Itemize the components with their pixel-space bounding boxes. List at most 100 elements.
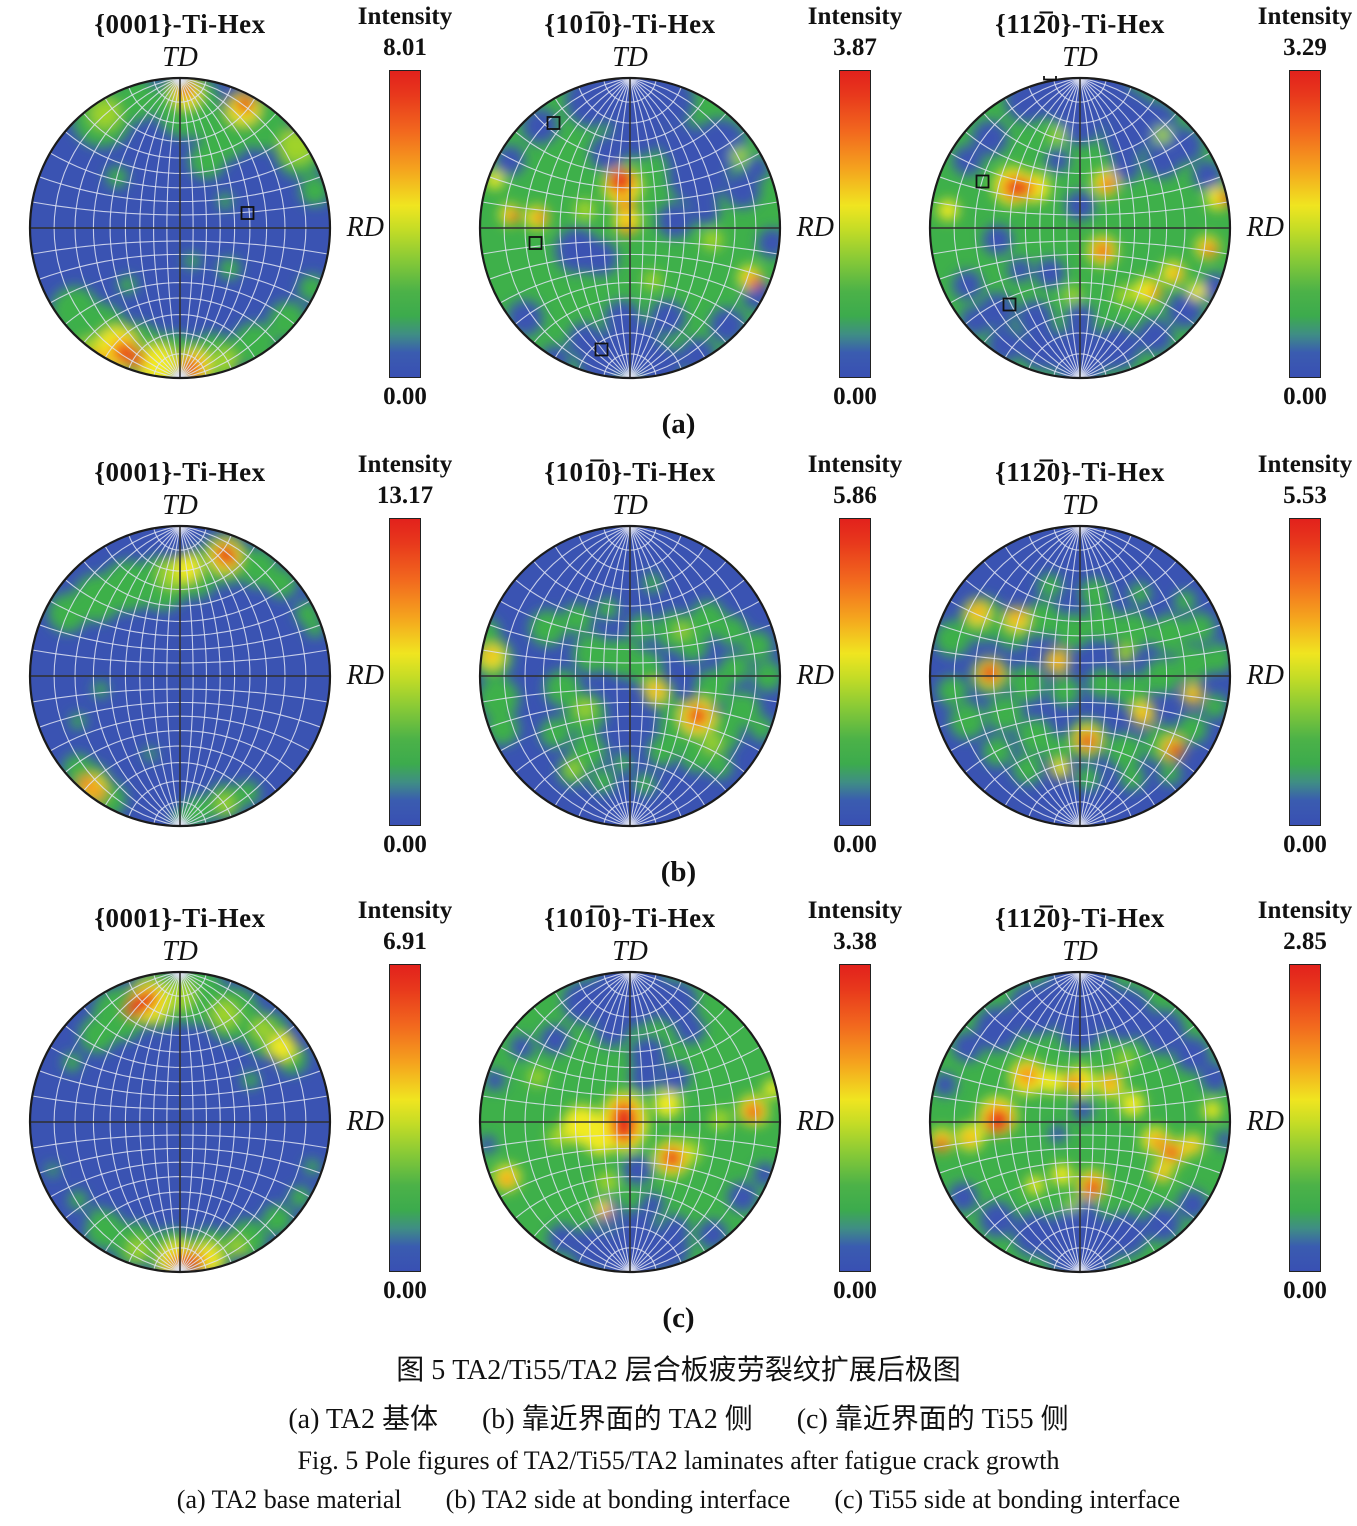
colorbar-max-value: 5.53 bbox=[1283, 482, 1327, 509]
row-label-c: (c) bbox=[662, 1302, 695, 1334]
pole-figure-area: RD bbox=[478, 524, 834, 828]
colorbar-gradient bbox=[1289, 70, 1321, 378]
pole-figure-block: {112̅0}-Ti-Hex TD RD bbox=[905, 448, 1284, 828]
pole-figure-title: {101̅0}-Ti-Hex bbox=[544, 457, 716, 487]
pole-figure-block: {0001}-Ti-Hex TD RD bbox=[5, 894, 384, 1274]
pole-figure-title: {112̅0}-Ti-Hex bbox=[995, 903, 1165, 933]
pole-figure-plot bbox=[928, 76, 1232, 380]
pole-figure-area: RD bbox=[28, 524, 384, 828]
pole-figure-area: RD bbox=[28, 970, 384, 1274]
pole-figure-panel: {112̅0}-Ti-Hex TD RD Intensity 2.85 0.00 bbox=[900, 894, 1355, 1342]
td-axis-label: TD bbox=[612, 936, 648, 967]
pole-figure-title: {101̅0}-Ti-Hex bbox=[544, 9, 716, 39]
caption-en-items: (a) TA2 base material (b) TA2 side at bon… bbox=[0, 1485, 1357, 1515]
colorbar-max-value: 3.38 bbox=[833, 928, 877, 955]
intensity-colorbar: Intensity 3.29 0.00 bbox=[1250, 0, 1357, 412]
caption-zh-item-a: (a) TA2 基体 bbox=[288, 1404, 438, 1435]
pole-figure-block: {0001}-Ti-Hex TD RD bbox=[5, 448, 384, 828]
colorbar-max-value: 6.91 bbox=[383, 928, 427, 955]
pole-figure-plot bbox=[928, 524, 1232, 828]
colorbar-min-value: 0.00 bbox=[383, 831, 427, 858]
intensity-colorbar: Intensity 3.87 0.00 bbox=[800, 0, 910, 412]
colorbar-title: Intensity bbox=[807, 451, 903, 478]
colorbar-title: Intensity bbox=[357, 3, 453, 30]
rd-axis-label: RD bbox=[796, 212, 834, 243]
caption-en-title: Fig. 5 Pole figures of TA2/Ti55/TA2 lami… bbox=[297, 1446, 1060, 1475]
intensity-colorbar: Intensity 6.91 0.00 bbox=[350, 894, 460, 1306]
rd-axis-label: RD bbox=[346, 660, 384, 691]
colorbar-gradient bbox=[1289, 518, 1321, 826]
pole-figure-panel: {101̅0}-Ti-Hex TD RD Intensity 3.38 0.00 bbox=[450, 894, 905, 1342]
pole-figure-panel: {101̅0}-Ti-Hex TD RD Intensity 5.86 0.00 bbox=[450, 448, 905, 896]
td-axis-label: TD bbox=[1062, 490, 1098, 521]
colorbar-title: Intensity bbox=[1257, 897, 1353, 924]
pole-figure-area: RD bbox=[28, 76, 384, 380]
colorbar-min-value: 0.00 bbox=[383, 1277, 427, 1304]
colorbar-max-value: 5.86 bbox=[833, 482, 877, 509]
pole-figure-plot bbox=[28, 524, 332, 828]
intensity-colorbar: Intensity 2.85 0.00 bbox=[1250, 894, 1357, 1306]
intensity-colorbar: Intensity 5.53 0.00 bbox=[1250, 448, 1357, 860]
colorbar-max-value: 3.29 bbox=[1283, 34, 1327, 61]
pole-figure-block: {101̅0}-Ti-Hex TD RD bbox=[455, 894, 834, 1274]
row-label-a: (a) bbox=[661, 408, 696, 440]
colorbar-min-value: 0.00 bbox=[1283, 1277, 1327, 1304]
td-axis-label: TD bbox=[612, 490, 648, 521]
pole-figure-title: {0001}-Ti-Hex bbox=[94, 457, 266, 487]
rd-axis-label: RD bbox=[796, 1106, 834, 1137]
td-axis-label: TD bbox=[162, 42, 198, 73]
colorbar-gradient bbox=[389, 518, 421, 826]
caption-zh-item-c: (c) 靠近界面的 Ti55 侧 bbox=[796, 1404, 1069, 1435]
colorbar-gradient bbox=[839, 70, 871, 378]
pole-figure-area: RD bbox=[478, 970, 834, 1274]
colorbar-gradient bbox=[1289, 964, 1321, 1272]
colorbar-gradient bbox=[839, 518, 871, 826]
pole-figure-block: {101̅0}-Ti-Hex TD RD bbox=[455, 0, 834, 380]
figure-row-b: {0001}-Ti-Hex TD RD Intensity 13.17 0.00… bbox=[0, 448, 1357, 896]
colorbar-title: Intensity bbox=[357, 897, 453, 924]
caption-zh-items: (a) TA2 基体 (b) 靠近界面的 TA2 侧 (c) 靠近界面的 Ti55 … bbox=[0, 1397, 1357, 1437]
row-label-b: (b) bbox=[660, 856, 697, 888]
caption-en-item-c: (c) Ti55 side at bonding interface bbox=[834, 1485, 1181, 1514]
colorbar-min-value: 0.00 bbox=[1283, 831, 1327, 858]
intensity-colorbar: Intensity 3.38 0.00 bbox=[800, 894, 910, 1306]
rd-axis-label: RD bbox=[1246, 660, 1284, 691]
pole-figure-area: RD bbox=[478, 76, 834, 380]
pole-figure-block: {112̅0}-Ti-Hex TD RD bbox=[905, 894, 1284, 1274]
colorbar-min-value: 0.00 bbox=[1283, 383, 1327, 410]
caption-zh-item-b: (b) 靠近界面的 TA2 侧 bbox=[481, 1404, 753, 1435]
pole-figure-panel: {0001}-Ti-Hex TD RD Intensity 8.01 0.00 bbox=[0, 0, 455, 448]
rd-axis-label: RD bbox=[346, 212, 384, 243]
caption-zh-title: 图 5 TA2/Ti55/TA2 层合板疲劳裂纹扩展后极图 bbox=[396, 1355, 961, 1386]
pole-figure-plot bbox=[28, 76, 332, 380]
pole-figure-plot bbox=[928, 970, 1232, 1274]
caption-en-item-a: (a) TA2 base material bbox=[176, 1485, 402, 1514]
colorbar-title: Intensity bbox=[1257, 3, 1353, 30]
pole-figure-area: RD bbox=[928, 970, 1284, 1274]
td-axis-label: TD bbox=[162, 936, 198, 967]
rd-axis-label: RD bbox=[1246, 212, 1284, 243]
pole-figure-block: {112̅0}-Ti-Hex TD RD bbox=[905, 0, 1284, 380]
td-axis-label: TD bbox=[1062, 936, 1098, 967]
figure-row-c: {0001}-Ti-Hex TD RD Intensity 6.91 0.00 … bbox=[0, 894, 1357, 1342]
colorbar-title: Intensity bbox=[357, 451, 453, 478]
colorbar-min-value: 0.00 bbox=[833, 1277, 877, 1304]
pole-figure-plot bbox=[478, 524, 782, 828]
rd-axis-label: RD bbox=[1246, 1106, 1284, 1137]
td-axis-label: TD bbox=[1062, 42, 1098, 73]
colorbar-min-value: 0.00 bbox=[833, 831, 877, 858]
pole-figure-panel: {112̅0}-Ti-Hex TD RD Intensity 3.29 0.00 bbox=[900, 0, 1355, 448]
pole-figure-title: {0001}-Ti-Hex bbox=[94, 903, 266, 933]
colorbar-title: Intensity bbox=[807, 3, 903, 30]
colorbar-min-value: 0.00 bbox=[383, 383, 427, 410]
caption-block: 图 5 TA2/Ti55/TA2 层合板疲劳裂纹扩展后极图 (a) TA2 基体… bbox=[0, 1348, 1357, 1524]
colorbar-gradient bbox=[389, 964, 421, 1272]
td-axis-label: TD bbox=[612, 42, 648, 73]
colorbar-gradient bbox=[389, 70, 421, 378]
pole-figure-area: RD bbox=[928, 524, 1284, 828]
colorbar-max-value: 2.85 bbox=[1283, 928, 1327, 955]
pole-figure-panel: {0001}-Ti-Hex TD RD Intensity 13.17 0.00 bbox=[0, 448, 455, 896]
intensity-colorbar: Intensity 13.17 0.00 bbox=[350, 448, 460, 860]
pole-figure-block: {0001}-Ti-Hex TD RD bbox=[5, 0, 384, 380]
